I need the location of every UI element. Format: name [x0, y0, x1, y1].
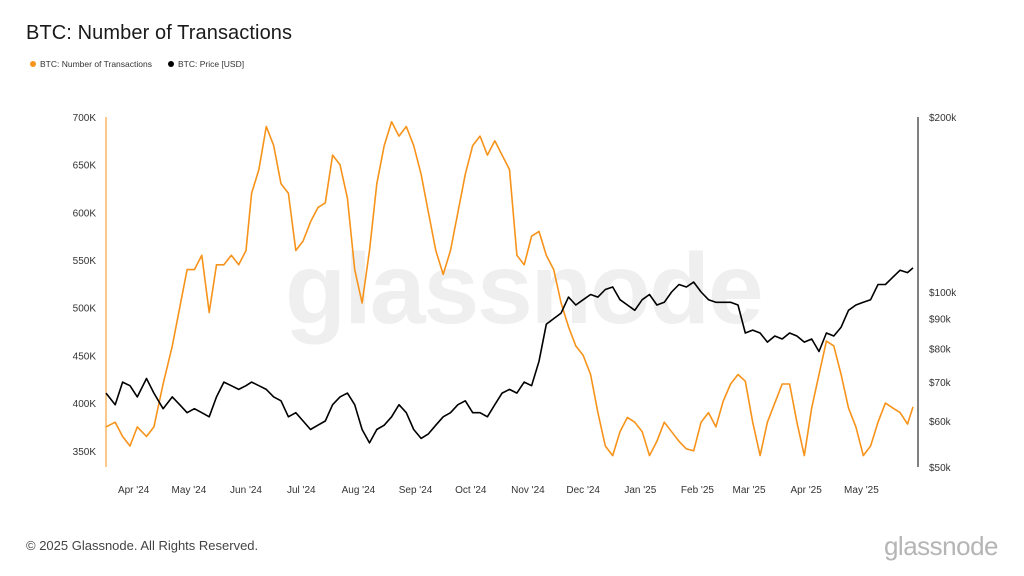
right-axis-ticks: $200k $100k $90k $80k $70k $60k $50k: [929, 113, 957, 474]
x-axis-tick-label: Jul '24: [287, 485, 316, 496]
right-axis-tick-label: $90k: [929, 315, 952, 326]
x-axis-tick-label: Oct '24: [455, 485, 487, 496]
x-axis-tick-label: May '25: [844, 485, 879, 496]
x-axis-tick-label: Aug '24: [342, 485, 376, 496]
legend: BTC: Number of Transactions BTC: Price […: [30, 59, 244, 69]
right-axis-tick-label: $50k: [929, 463, 952, 474]
x-axis-tick-label: Apr '25: [790, 485, 822, 496]
left-axis-tick-label: 450K: [73, 351, 97, 362]
x-axis-tick-label: Mar '25: [732, 485, 765, 496]
left-axis-tick-label: 550K: [73, 256, 97, 267]
right-axis-tick-label: $80k: [929, 344, 952, 355]
x-axis-tick-label: Dec '24: [566, 485, 600, 496]
left-axis-tick-label: 600K: [73, 208, 97, 219]
left-axis-tick-label: 500K: [73, 304, 97, 315]
right-axis-tick-label: $100k: [929, 288, 957, 299]
x-axis-tick-label: Feb '25: [681, 485, 714, 496]
glassnode-logo[interactable]: glassnode: [883, 531, 999, 561]
left-axis-tick-label: 700K: [73, 113, 97, 124]
left-axis-tick-label: 400K: [73, 399, 97, 410]
x-axis-tick-label: Jun '24: [230, 485, 262, 496]
x-axis-tick-label: Jan '25: [624, 485, 656, 496]
right-axis-tick-label: $70k: [929, 378, 952, 389]
copyright-text: © 2025 Glassnode. All Rights Reserved.: [26, 538, 259, 553]
legend-item-transactions[interactable]: BTC: Number of Transactions: [30, 59, 152, 69]
left-axis-tick-label: 350K: [73, 447, 97, 458]
left-axis-tick-label: 650K: [73, 161, 97, 172]
x-axis-tick-label: May '24: [172, 485, 207, 496]
right-axis-tick-label: $200k: [929, 113, 957, 124]
right-axis-tick-label: $60k: [929, 417, 952, 428]
left-axis-ticks: 700K 650K 600K 550K 500K 450K 400K 350K: [73, 113, 97, 458]
x-axis-ticks: Apr '24 May '24 Jun '24 Jul '24 Aug '24 Sep '…: [118, 485, 879, 496]
series-line-price[interactable]: [105, 267, 914, 444]
legend-dot-transactions: [30, 61, 36, 67]
x-axis-tick-label: Sep '24: [399, 485, 433, 496]
x-axis-tick-label: Nov '24: [511, 485, 545, 496]
legend-dot-price: [167, 61, 174, 67]
legend-label-price: BTC: Price [USD]: [177, 59, 245, 69]
x-axis-tick-label: Apr '24: [118, 485, 150, 496]
legend-item-price[interactable]: BTC: Price [USD]: [167, 59, 245, 69]
chart-title: BTC: Number of Transactions: [26, 22, 293, 44]
legend-label-transactions: BTC: Number of Transactions: [40, 59, 152, 69]
series-line-transactions[interactable]: [105, 121, 914, 457]
